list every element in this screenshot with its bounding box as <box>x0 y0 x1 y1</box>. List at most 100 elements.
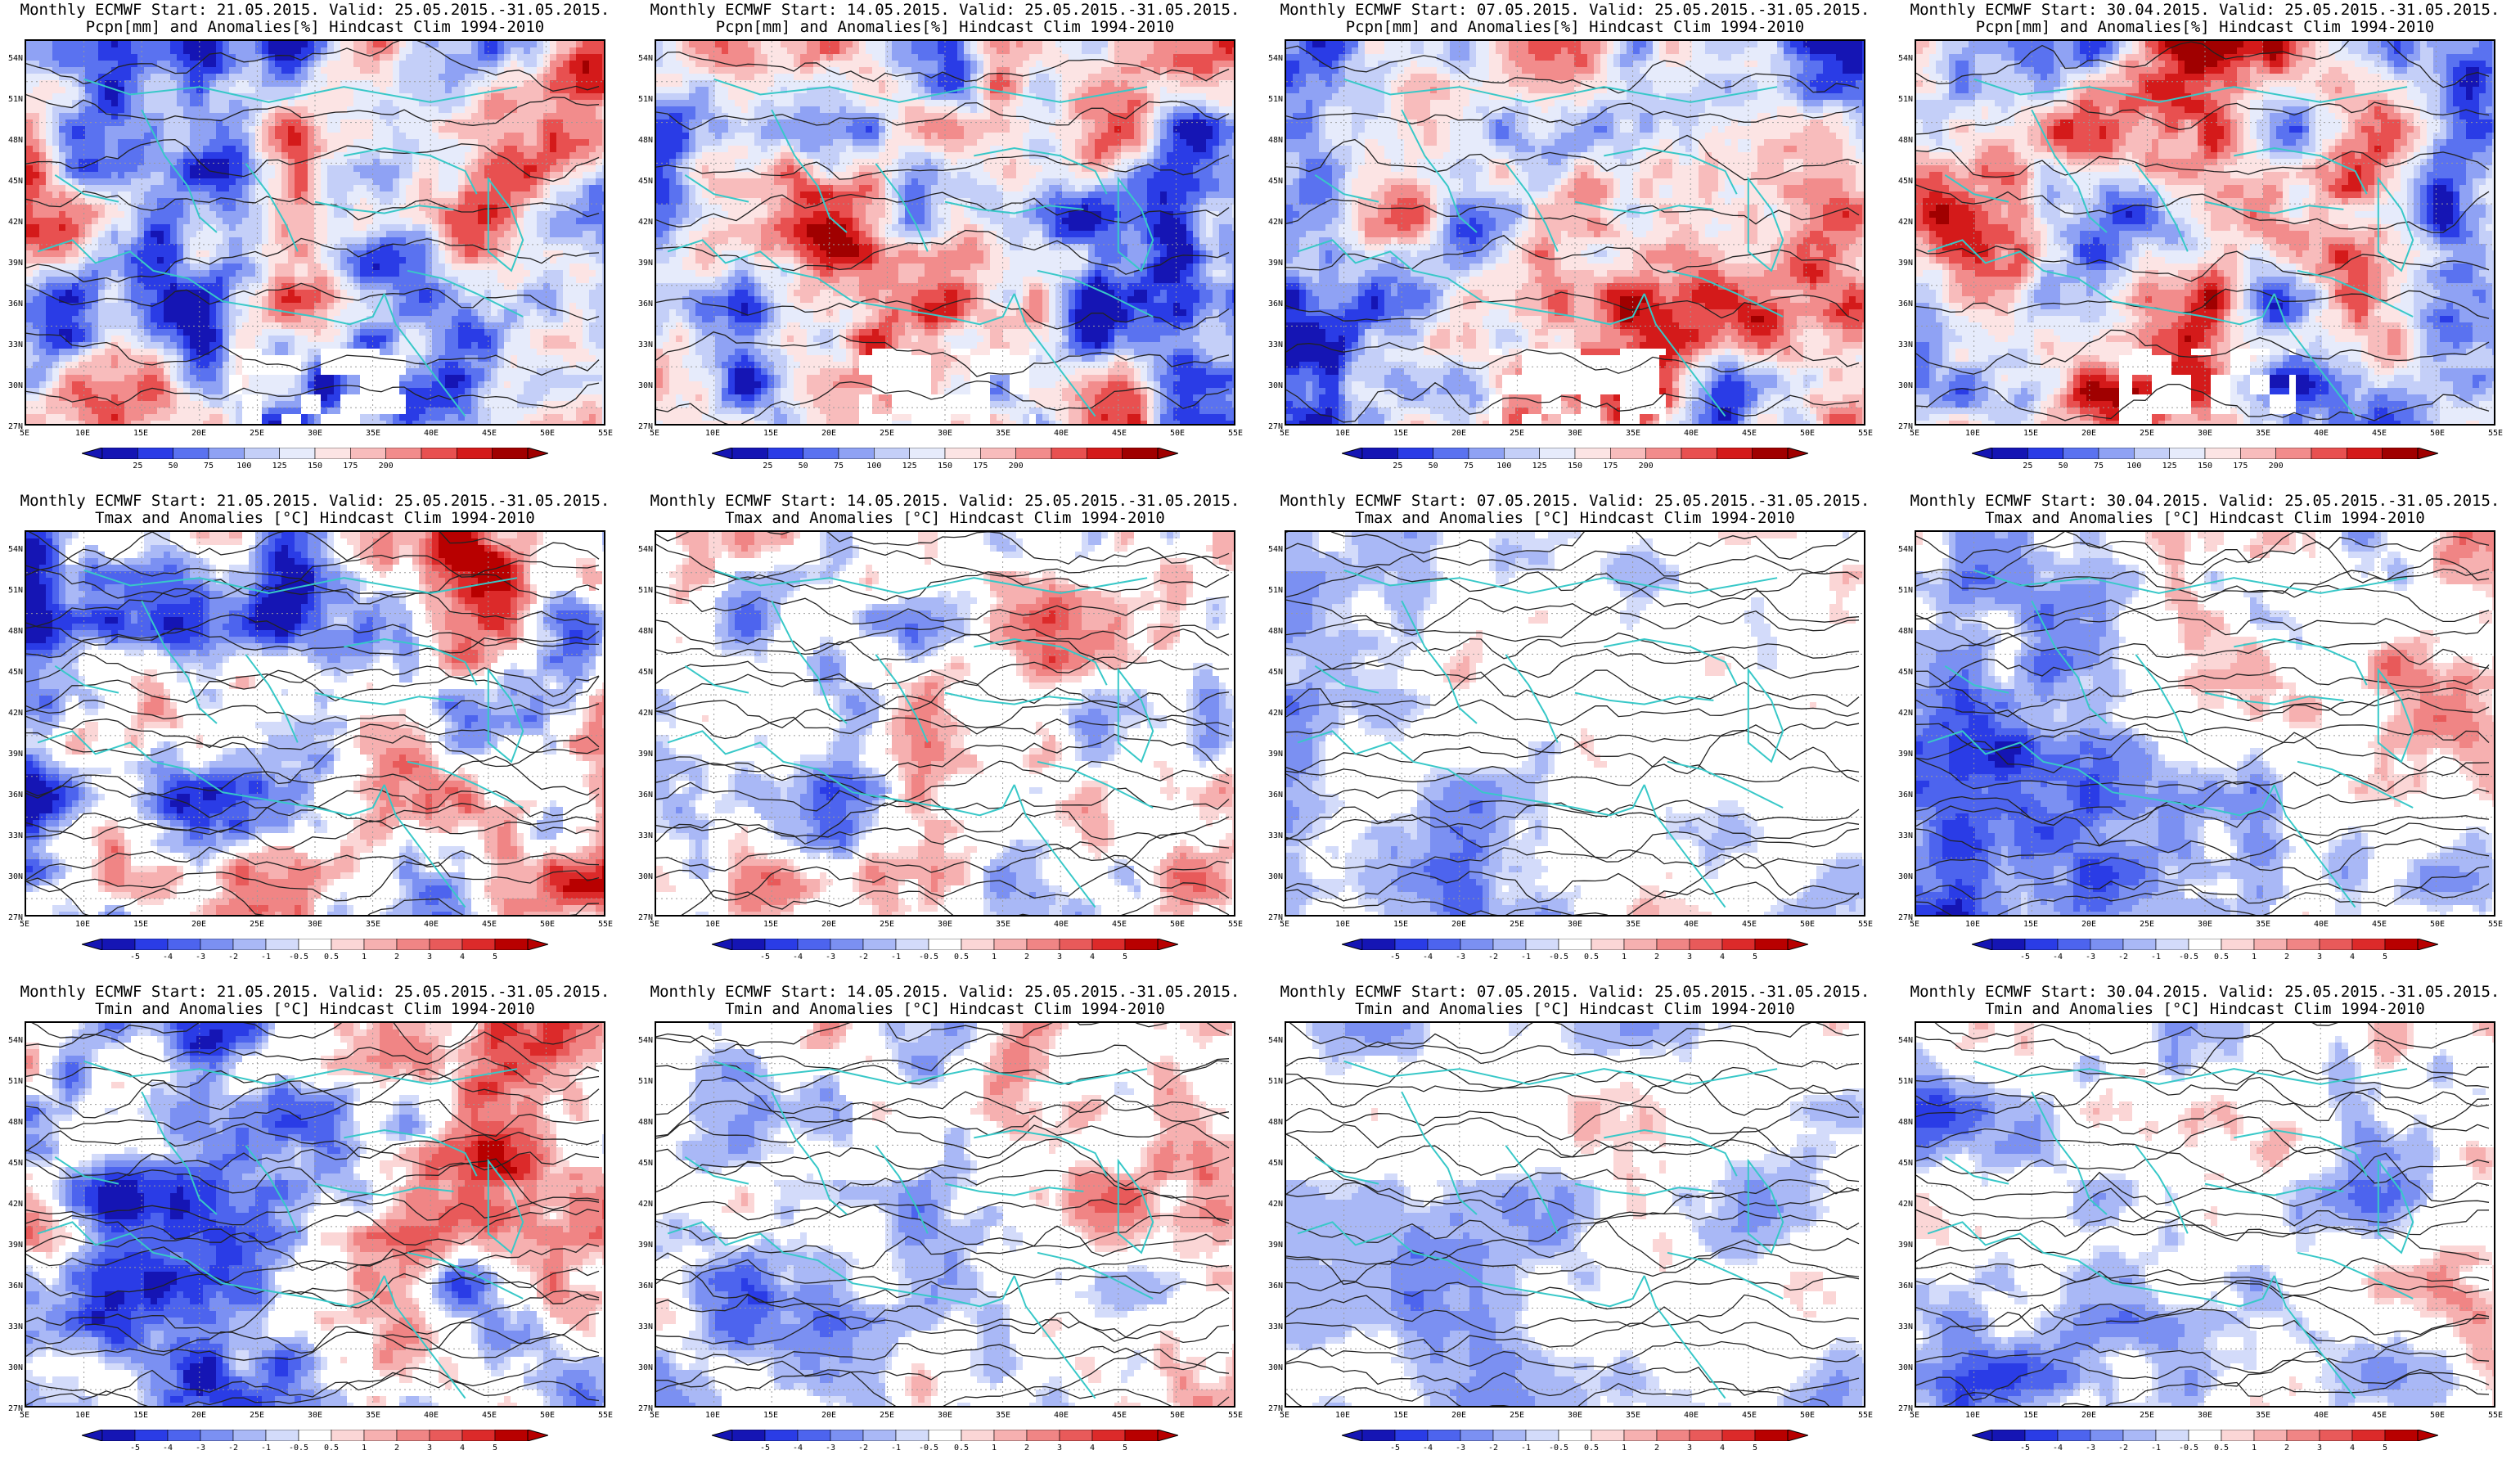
lon-tick-label: 5E <box>1271 429 1298 438</box>
lat-tick-label: 48N <box>1260 1118 1283 1127</box>
lat-tick-label: 36N <box>630 300 653 309</box>
colorbar-segment <box>1624 1430 1657 1441</box>
colorbar-segment <box>1526 939 1559 950</box>
colorbar-segment <box>2156 1430 2189 1441</box>
lat-tick-label: 54N <box>0 54 23 63</box>
colorbar-segment <box>863 1430 896 1441</box>
lat-tick-label: 54N <box>1260 1036 1283 1045</box>
panel-title: Monthly ECMWF Start: 14.05.2015. Valid: … <box>630 2 1260 19</box>
colorbar-segment <box>495 939 528 950</box>
colorbar-label: 1 <box>348 953 380 962</box>
colorbar-label: -1 <box>880 1444 912 1453</box>
anomaly-map <box>1285 1021 1865 1408</box>
colorbar-label: -0.5 <box>912 1444 945 1453</box>
lat-tick-label: 30N <box>630 1363 653 1372</box>
colorbar-segment <box>200 1430 233 1441</box>
lat-tick-label: 51N <box>630 586 653 595</box>
lon-tick-label: 45E <box>475 920 503 929</box>
lon-tick-label: 10E <box>699 920 727 929</box>
lat-tick-label: 39N <box>630 1241 653 1250</box>
colorbar-segment <box>765 1430 798 1441</box>
colorbar-label: 50 <box>1417 462 1450 471</box>
lon-tick-label: 50E <box>1793 920 1821 929</box>
lon-tick-label: 5E <box>11 429 38 438</box>
lat-tick-label: 36N <box>1260 300 1283 309</box>
colorbar <box>82 447 548 458</box>
colorbar-segment <box>2099 448 2134 459</box>
lon-tick-label: 50E <box>1793 1411 1821 1420</box>
lon-tick-label: 50E <box>1793 429 1821 438</box>
colorbar-segment <box>233 939 266 950</box>
panel-title: Monthly ECMWF Start: 21.05.2015. Valid: … <box>0 2 630 19</box>
map-canvas <box>1286 532 1864 915</box>
lon-tick-label: 30E <box>931 920 959 929</box>
colorbar <box>712 938 1178 949</box>
colorbar-segment <box>397 939 430 950</box>
colorbar-label: 4 <box>1076 953 1109 962</box>
colorbar-segment <box>1027 939 1060 950</box>
lon-tick-label: 45E <box>2365 429 2393 438</box>
lon-tick-label: 30E <box>301 1411 329 1420</box>
colorbar-segment <box>364 1430 397 1441</box>
colorbar-segment <box>961 939 994 950</box>
map-canvas <box>1916 532 2494 915</box>
colorbar-segment <box>2058 1430 2090 1441</box>
colorbar-label: -0.5 <box>282 1444 315 1453</box>
lon-tick-label: 20E <box>1445 1411 1473 1420</box>
colorbar-label: 3 <box>1673 1444 1706 1453</box>
colorbar-label: -4 <box>151 1444 184 1453</box>
colorbar-segment <box>2347 448 2382 459</box>
colorbar-segment <box>493 448 528 459</box>
lon-tick-label: 30E <box>1561 920 1589 929</box>
lat-tick-label: 36N <box>1260 1282 1283 1291</box>
anomaly-map <box>1915 530 2495 917</box>
colorbar-segment <box>1717 448 1752 459</box>
panel-title: Monthly ECMWF Start: 07.05.2015. Valid: … <box>1260 2 1890 19</box>
anomaly-map <box>1915 1021 2495 1408</box>
lat-tick-label: 42N <box>1890 709 1913 718</box>
colorbar-label: -1 <box>2140 1444 2172 1453</box>
lat-tick-label: 39N <box>1890 259 1913 268</box>
colorbar-segment <box>798 939 830 950</box>
lat-tick-label: 48N <box>1260 627 1283 636</box>
lat-tick-label: 54N <box>1260 545 1283 554</box>
colorbar-label: 1 <box>978 953 1010 962</box>
panel-subtitle: Pcpn[mm] and Anomalies[%] Hindcast Clim … <box>630 19 1260 36</box>
colorbar-label: -5 <box>1379 953 1411 962</box>
colorbar-label: 0.5 <box>315 1444 348 1453</box>
panel-subtitle: Tmin and Anomalies [°C] Hindcast Clim 19… <box>0 1001 630 1018</box>
colorbar-segment <box>1060 939 1092 950</box>
colorbar-min-arrow <box>1972 448 1992 459</box>
map-canvas <box>26 41 604 424</box>
lat-tick-label: 45N <box>0 668 23 677</box>
colorbar <box>82 938 548 949</box>
map-panel: Monthly ECMWF Start: 30.04.2015. Valid: … <box>1890 982 2520 1473</box>
lat-tick-label: 33N <box>630 831 653 840</box>
lon-tick-label: 45E <box>2365 1411 2393 1420</box>
colorbar-segment <box>430 939 462 950</box>
colorbar-segment <box>1540 448 1575 459</box>
colorbar-label: 125 <box>263 462 296 471</box>
colorbar-label: 3 <box>2303 953 2336 962</box>
map-panel: Monthly ECMWF Start: 21.05.2015. Valid: … <box>0 0 630 491</box>
colorbar-segment <box>135 939 168 950</box>
colorbar-label: 4 <box>446 1444 479 1453</box>
colorbar-segment <box>1125 939 1158 950</box>
lat-tick-label: 30N <box>1890 1363 1913 1372</box>
colorbar-segment <box>2276 448 2311 459</box>
lat-tick-label: 36N <box>630 791 653 800</box>
colorbar-segment <box>767 448 803 459</box>
colorbar-label: 175 <box>964 462 997 471</box>
colorbar-segment <box>331 939 364 950</box>
lon-tick-label: 50E <box>2423 1411 2451 1420</box>
lon-tick-label: 40E <box>1047 1411 1075 1420</box>
colorbar-label: -4 <box>151 953 184 962</box>
colorbar-segment <box>929 1430 961 1441</box>
colorbar-segment <box>1722 939 1755 950</box>
colorbar-segment <box>2385 1430 2418 1441</box>
lon-tick-label: 20E <box>185 429 213 438</box>
colorbar-label: 0.5 <box>315 953 348 962</box>
lon-tick-label: 5E <box>1901 920 1928 929</box>
colorbar-label: 25 <box>1381 462 1414 471</box>
colorbar-segment <box>457 448 492 459</box>
